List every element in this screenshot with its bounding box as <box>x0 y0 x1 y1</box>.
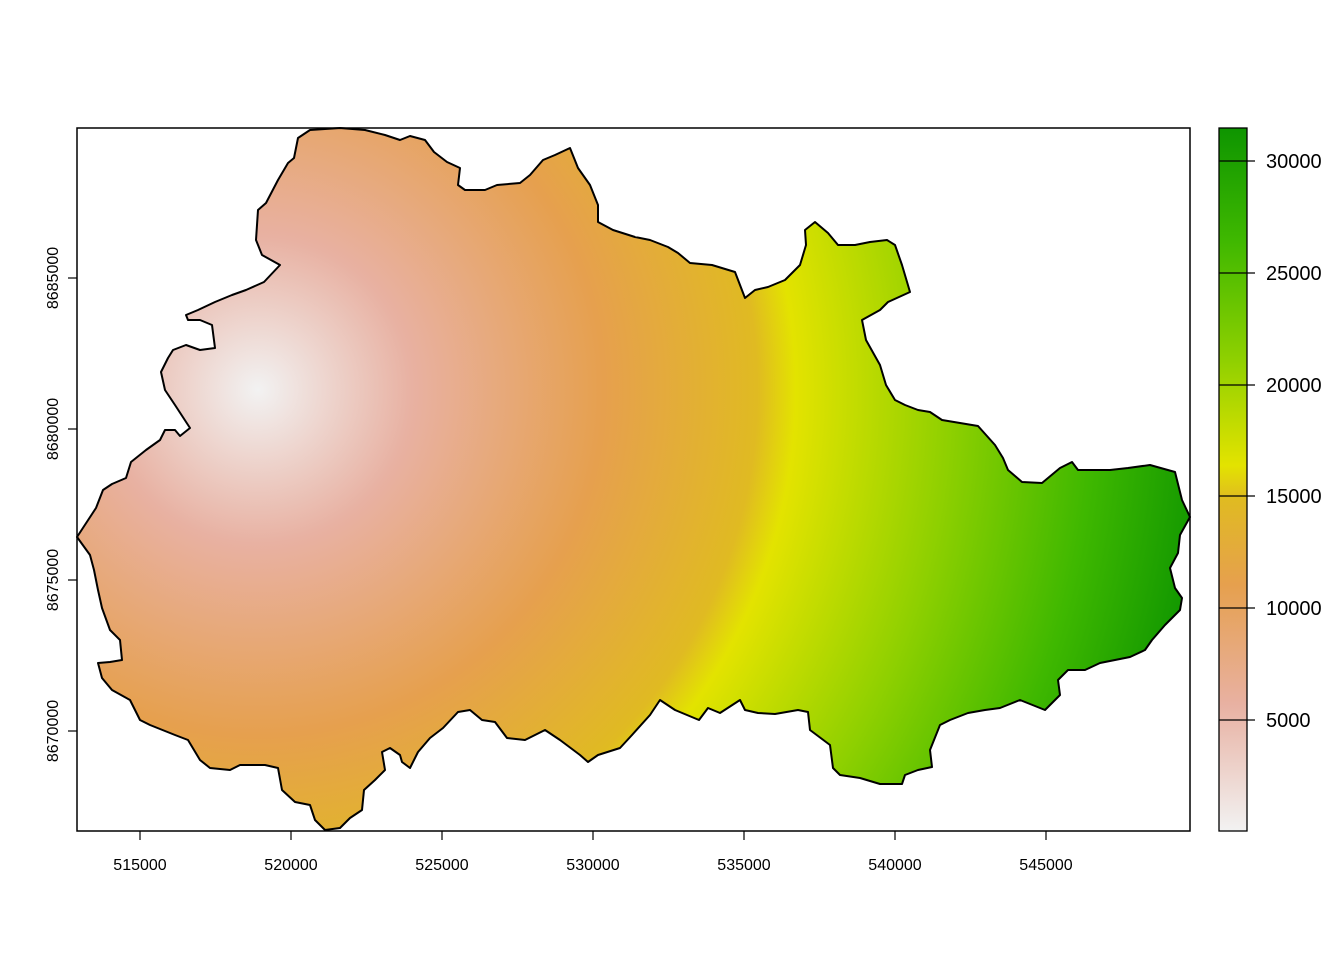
y-tick-label: 8685000 <box>45 247 62 309</box>
legend-tick-label: 10000 <box>1266 598 1322 620</box>
x-tick-label: 515000 <box>113 857 166 874</box>
x-tick-label: 545000 <box>1019 857 1072 874</box>
y-axis: 8670000 8675000 8680000 8685000 <box>45 247 77 762</box>
legend-tick-label: 15000 <box>1266 486 1322 508</box>
legend-tick-label: 5000 <box>1266 710 1311 732</box>
region-surface <box>76 127 1191 831</box>
legend-tick-label: 20000 <box>1266 375 1322 397</box>
legend-colorbar: 5000 10000 15000 20000 25000 30000 <box>1218 127 1322 832</box>
y-tick-label: 8680000 <box>45 398 62 460</box>
y-tick-label: 8675000 <box>45 549 62 611</box>
legend-tick-label: 25000 <box>1266 263 1322 285</box>
legend-gradient-bar <box>1218 127 1248 832</box>
x-tick-label: 535000 <box>717 857 770 874</box>
legend-tick-label: 30000 <box>1266 151 1322 173</box>
x-axis: 515000 520000 525000 530000 535000 54000… <box>113 831 1073 874</box>
x-tick-label: 525000 <box>415 857 468 874</box>
x-tick-label: 530000 <box>566 857 619 874</box>
x-tick-label: 540000 <box>868 857 921 874</box>
x-tick-label: 520000 <box>264 857 317 874</box>
y-tick-label: 8670000 <box>45 700 62 762</box>
plot-frame <box>76 127 1191 832</box>
